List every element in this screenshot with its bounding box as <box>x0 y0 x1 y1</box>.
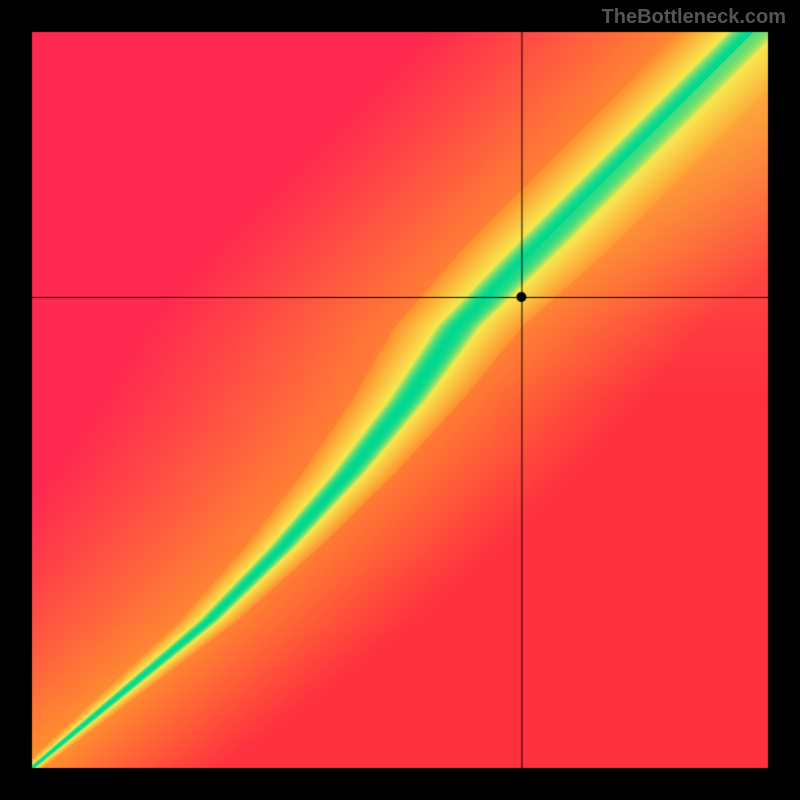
chart-container: TheBottleneck.com <box>0 0 800 800</box>
attribution-text: TheBottleneck.com <box>602 6 786 29</box>
bottleneck-heatmap <box>0 0 800 800</box>
